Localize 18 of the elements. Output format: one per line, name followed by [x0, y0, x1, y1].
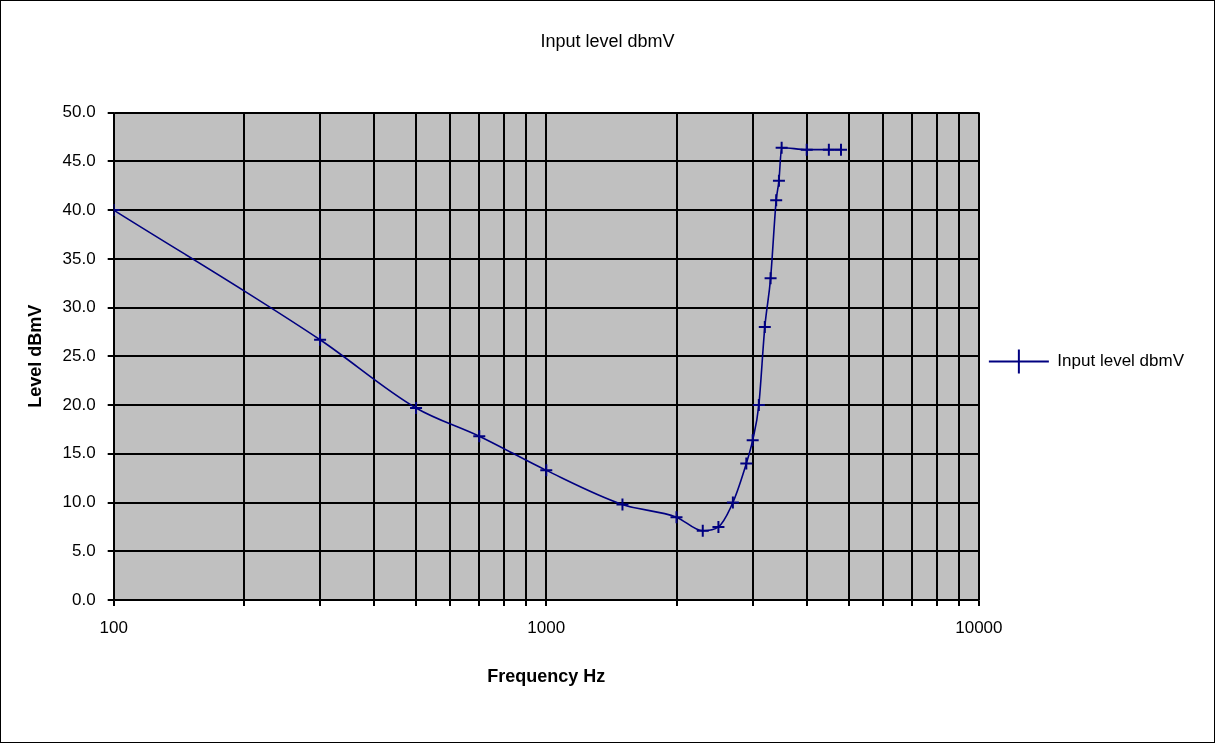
- y-tick-label: 10.0: [62, 492, 96, 512]
- chart-title: Input level dbmV: [540, 30, 675, 51]
- y-tick-label: 45.0: [62, 151, 96, 171]
- y-tick-label: 0.0: [72, 589, 96, 609]
- x-tick-label: 100: [99, 617, 128, 637]
- x-tick-label: 10000: [955, 617, 1003, 637]
- x-axis-title: Frequency Hz: [487, 666, 606, 687]
- legend-label: Input level dbmV: [1057, 351, 1185, 371]
- y-tick-label: 30.0: [62, 297, 96, 317]
- y-tick-label: 5.0: [72, 540, 96, 560]
- y-tick-label: 15.0: [62, 443, 96, 463]
- y-tick-label: 25.0: [62, 345, 96, 365]
- x-tick-label: 1000: [527, 617, 566, 637]
- y-axis-title: Level dBmV: [24, 304, 45, 408]
- y-tick-label: 50.0: [62, 102, 96, 122]
- y-tick-label: 35.0: [62, 248, 96, 268]
- y-tick-label: 40.0: [62, 199, 96, 219]
- y-tick-label: 20.0: [62, 394, 96, 414]
